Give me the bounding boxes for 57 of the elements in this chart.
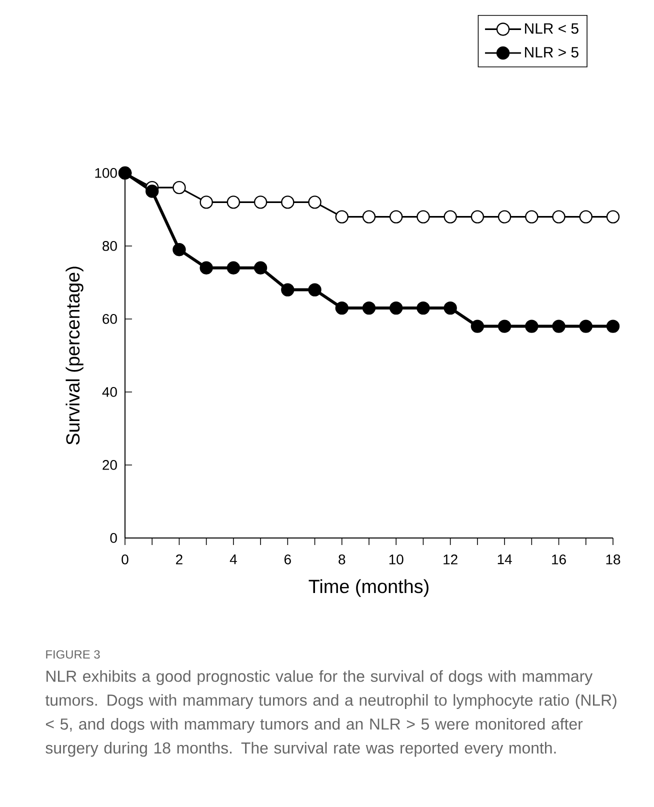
point <box>335 210 348 224</box>
point <box>416 301 430 315</box>
point <box>308 196 322 209</box>
x-tick-label: 8 <box>338 554 346 564</box>
x-tick-label: 16 <box>552 554 566 564</box>
x-tick-label: 4 <box>230 554 237 564</box>
point <box>606 210 620 224</box>
point <box>362 301 376 315</box>
point <box>444 301 457 315</box>
point <box>498 320 512 333</box>
point <box>281 196 294 209</box>
point <box>444 210 457 224</box>
point <box>172 180 186 194</box>
point <box>335 301 348 315</box>
point <box>390 210 403 224</box>
point <box>281 283 294 296</box>
point <box>525 210 538 224</box>
point <box>308 283 322 296</box>
y-tick-label: 80 <box>102 241 117 251</box>
point <box>579 320 592 333</box>
point <box>362 210 376 224</box>
legend-label: NLR < 5 <box>525 23 578 34</box>
point <box>606 320 620 333</box>
point <box>552 210 566 224</box>
point <box>498 210 512 224</box>
point <box>579 210 592 224</box>
y-tick-label: 40 <box>102 387 117 397</box>
point <box>226 261 240 274</box>
point <box>470 320 484 333</box>
caption: FIGURE 3 <box>46 650 100 659</box>
y-tick-label: 60 <box>102 314 117 324</box>
x-tick-label: 10 <box>389 554 404 564</box>
point <box>254 261 268 274</box>
text: NLR exhibits a good prognostic value for the survival of dogs with mammary tumors. Dogs with mammary tumors and a neutrophil to lymphocyte ratio (NLR) < 5, and dogs with mammary tumors and an NLR > 5 were monitored after surgery during 18 months. The survival rate was reported every month. <box>45 670 616 757</box>
point <box>172 243 186 256</box>
y-axis-title: Survival (percentage) <box>66 266 84 445</box>
y-tick-label: 100 <box>95 168 117 178</box>
point <box>226 196 240 209</box>
point <box>416 210 430 224</box>
x-tick-label: 14 <box>498 554 512 564</box>
legend-label: NLR > 5 <box>525 47 578 58</box>
y-tick-label: 20 <box>102 460 117 470</box>
x-tick-label: 12 <box>444 554 458 564</box>
x-tick-label: 2 <box>176 554 182 564</box>
x-tick-label: 18 <box>606 554 620 564</box>
x-axis-title: Time (months) <box>308 579 428 597</box>
y-tick-label: 0 <box>110 533 117 543</box>
point <box>552 320 566 333</box>
point <box>146 184 159 198</box>
point <box>470 210 484 224</box>
x-tick-label: 6 <box>284 554 291 564</box>
point <box>254 196 268 209</box>
point <box>200 261 213 274</box>
point <box>390 301 403 315</box>
point <box>525 320 538 333</box>
point <box>200 196 213 209</box>
x-tick-label: 0 <box>122 554 128 564</box>
